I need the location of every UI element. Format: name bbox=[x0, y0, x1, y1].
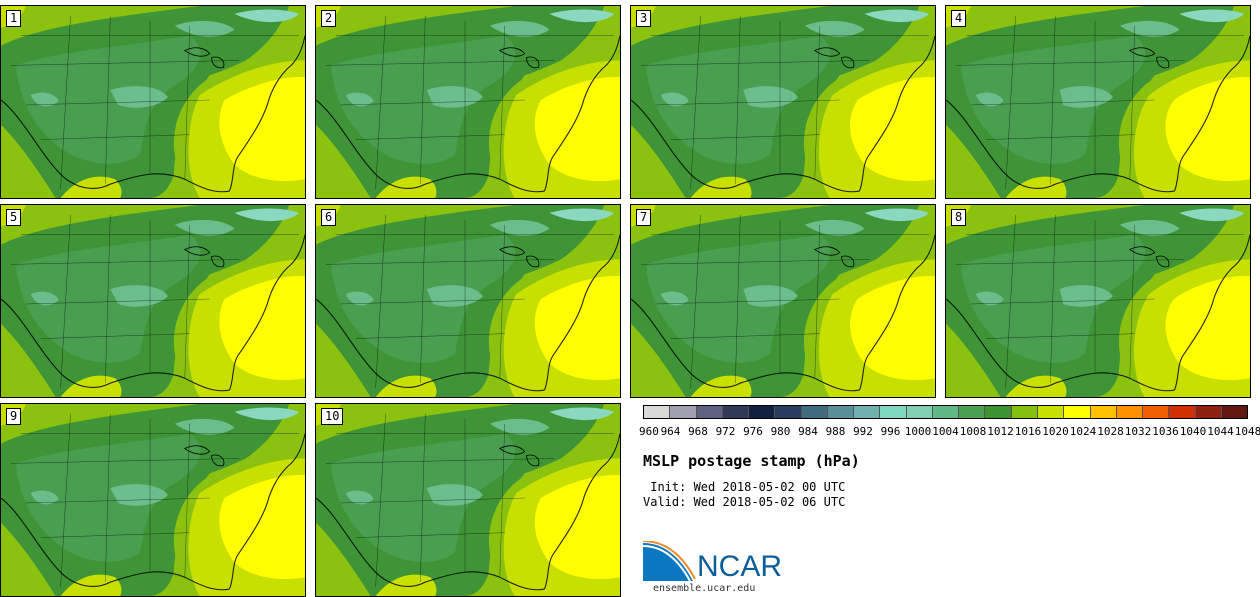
mslp-map bbox=[1, 205, 305, 397]
map-panel-1: 1 bbox=[0, 5, 306, 199]
mslp-map bbox=[316, 205, 620, 397]
colorbar-tick-label: 1000 bbox=[904, 425, 932, 438]
colorbar-swatch bbox=[1195, 406, 1222, 418]
colorbar-swatch bbox=[932, 406, 960, 418]
ncar-logo-text: NCAR bbox=[697, 550, 783, 583]
colorbar-tick-label: 1044 bbox=[1207, 425, 1234, 438]
colorbar-tick-label: 1020 bbox=[1042, 425, 1069, 438]
map-panel-9: 9 bbox=[0, 403, 306, 597]
colorbar-swatch bbox=[775, 406, 802, 418]
colorbar-tick-label: 1016 bbox=[1014, 425, 1042, 438]
colorbar-tick-label: 1012 bbox=[987, 425, 1014, 438]
colorbar-tick-label: 972 bbox=[715, 425, 736, 438]
mslp-map bbox=[1, 404, 305, 596]
site-url: ensemble.ucar.edu bbox=[653, 583, 756, 594]
init-time: Init: Wed 2018-05-02 00 UTC bbox=[643, 480, 846, 494]
colorbar-swatch bbox=[906, 406, 933, 418]
colorbar-swatch bbox=[1090, 406, 1117, 418]
member-label: 5 bbox=[6, 209, 22, 226]
colorbar-tick-label: 984 bbox=[798, 425, 818, 438]
member-label: 9 bbox=[6, 408, 22, 425]
colorbar-swatch bbox=[1169, 406, 1196, 418]
member-label: 2 bbox=[321, 10, 337, 27]
mslp-map bbox=[316, 404, 620, 596]
colorbar-tick-label: 1040 bbox=[1179, 425, 1207, 438]
mslp-map bbox=[946, 205, 1250, 397]
colorbar-tick-label: 976 bbox=[743, 425, 763, 438]
colorbar-tick-label: 1024 bbox=[1069, 425, 1097, 438]
colorbar-tick-label: 1004 bbox=[932, 425, 959, 438]
colorbar-tick-label: 964 bbox=[660, 425, 681, 438]
mslp-map bbox=[316, 6, 620, 198]
colorbar-tick-label: 968 bbox=[688, 425, 708, 438]
colorbar-tick-label: 980 bbox=[770, 425, 791, 438]
valid-time: Valid: Wed 2018-05-02 06 UTC bbox=[643, 495, 846, 509]
mslp-map bbox=[946, 6, 1250, 198]
member-label: 8 bbox=[951, 209, 967, 226]
colorbar-tick-label: 988 bbox=[825, 425, 846, 438]
map-panel-10: 10 bbox=[315, 403, 621, 597]
ncar-logo-icon bbox=[643, 541, 696, 582]
map-panel-6: 6 bbox=[315, 204, 621, 398]
colorbar-swatch bbox=[801, 406, 828, 418]
map-panel-3: 3 bbox=[630, 5, 936, 199]
map-panel-4: 4 bbox=[945, 5, 1251, 199]
colorbar-tick-labels: 960 964 968 972 976 980 984 988 992 996 1000 1004 10… bbox=[639, 425, 1260, 439]
member-label: 7 bbox=[636, 209, 652, 226]
colorbar-tick-label: 1032 bbox=[1124, 425, 1152, 438]
colorbar-swatch bbox=[1143, 406, 1170, 418]
colorbar-tick-label: 1008 bbox=[959, 425, 987, 438]
member-label: 1 bbox=[6, 10, 22, 27]
map-panel-8: 8 bbox=[945, 204, 1251, 398]
colorbar-tick-label: 996 bbox=[880, 425, 901, 438]
colorbar-tick-label: 1036 bbox=[1152, 425, 1179, 438]
colorbar-swatch bbox=[696, 406, 723, 418]
member-label: 3 bbox=[636, 10, 652, 27]
colorbar-swatch bbox=[959, 406, 986, 418]
colorbar-swatch bbox=[1221, 406, 1248, 418]
colorbar-tick-label: 960 bbox=[639, 425, 659, 438]
colorbar-swatch bbox=[985, 406, 1012, 418]
colorbar-swatch bbox=[670, 406, 697, 418]
member-label: 10 bbox=[321, 408, 344, 425]
chart-title: MSLP postage stamp (hPa) bbox=[643, 452, 860, 470]
map-panel-7: 7 bbox=[630, 204, 936, 398]
colorbar-swatch bbox=[1037, 406, 1065, 418]
colorbar-swatch bbox=[1064, 406, 1091, 418]
colorbar-swatch bbox=[880, 406, 907, 418]
colorbar-tick-label: 1048 bbox=[1234, 425, 1260, 438]
colorbar-swatch bbox=[644, 406, 671, 418]
member-label: 6 bbox=[321, 209, 337, 226]
colorbar-swatch bbox=[827, 406, 855, 418]
mslp-map bbox=[631, 6, 935, 198]
colorbar-swatch bbox=[749, 406, 776, 418]
member-label: 4 bbox=[951, 10, 967, 27]
pressure-colorbar bbox=[643, 405, 1248, 419]
map-panel-5: 5 bbox=[0, 204, 306, 398]
colorbar-tick-label: 992 bbox=[853, 425, 873, 438]
map-panel-2: 2 bbox=[315, 5, 621, 199]
colorbar-swatch bbox=[1011, 406, 1038, 418]
mslp-map bbox=[1, 6, 305, 198]
colorbar-swatch bbox=[1116, 406, 1144, 418]
colorbar-swatch bbox=[722, 406, 750, 418]
colorbar-tick-label: 1028 bbox=[1097, 425, 1124, 438]
colorbar-swatch bbox=[854, 406, 881, 418]
mslp-map bbox=[631, 205, 935, 397]
